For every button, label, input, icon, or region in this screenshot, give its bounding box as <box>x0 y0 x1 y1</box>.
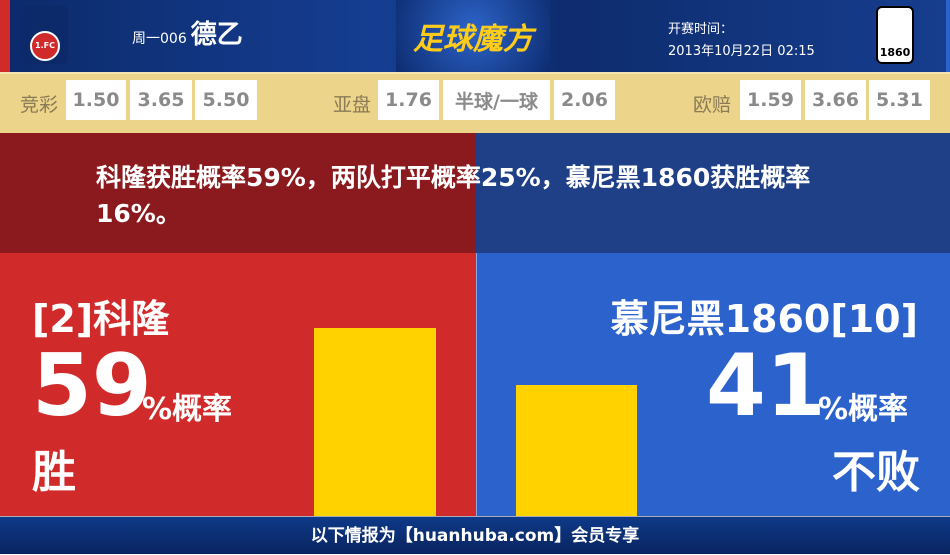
kickoff-time: 2013年10月22日 02:15 <box>668 44 815 59</box>
oupei-draw: 3.66 <box>805 80 866 120</box>
away-color-strip <box>946 0 950 72</box>
away-team-name: 慕尼黑1860[10] <box>610 297 918 341</box>
yapan-away: 2.06 <box>554 80 615 120</box>
home-result: 胜 <box>32 447 76 498</box>
oupei-label: 欧赔 <box>693 94 732 116</box>
home-probability-bar <box>314 328 436 516</box>
jingcai-lose: 5.50 <box>195 80 257 120</box>
away-team-logo: 1860 <box>876 6 914 64</box>
jingcai-draw: 3.65 <box>130 80 192 120</box>
home-percent-suffix: %概率 <box>142 392 233 427</box>
oupei-win: 1.59 <box>740 80 801 120</box>
kickoff-label: 开赛时间： <box>668 22 734 37</box>
brand-text: 足球魔方 <box>413 22 533 57</box>
footer-text[interactable]: 以下情报为【huanhuba.com】会员专享 <box>310 526 640 546</box>
home-logo-text: 1.FC <box>35 41 55 50</box>
summary-right-bg <box>476 133 950 253</box>
away-logo-text: 1860 <box>879 46 911 59</box>
jingcai-win: 1.50 <box>66 80 126 120</box>
probability-summary: 科隆获胜概率59%，两队打平概率25%，慕尼黑1860获胜概率16%。 <box>96 163 811 228</box>
away-probability-bar <box>516 385 637 516</box>
home-team-name: [2]科隆 <box>32 297 170 341</box>
oupei-lose: 5.31 <box>869 80 930 120</box>
match-info: 周一006 德乙 <box>132 14 243 51</box>
yapan-home: 1.76 <box>378 80 439 120</box>
match-number: 周一006 <box>132 31 187 47</box>
home-color-strip <box>0 0 10 72</box>
league-name: 德乙 <box>190 20 243 50</box>
yapan-handicap: 半球/一球 <box>443 80 550 120</box>
away-result: 不败 <box>832 447 920 498</box>
yapan-label: 亚盘 <box>333 94 372 116</box>
jingcai-label: 竞彩 <box>20 94 59 116</box>
away-percent-suffix: %概率 <box>818 392 909 427</box>
home-percent: 59 <box>32 336 152 436</box>
away-percent: 41 <box>706 336 826 436</box>
member-footer[interactable]: 以下情报为【huanhuba.com】会员专享 <box>0 516 950 554</box>
brand-logo: 足球魔方 <box>396 0 550 72</box>
home-logo-crest: 1.FC <box>30 31 60 61</box>
home-team-logo: 1.FC <box>22 6 68 64</box>
summary-left-bg <box>0 133 476 253</box>
